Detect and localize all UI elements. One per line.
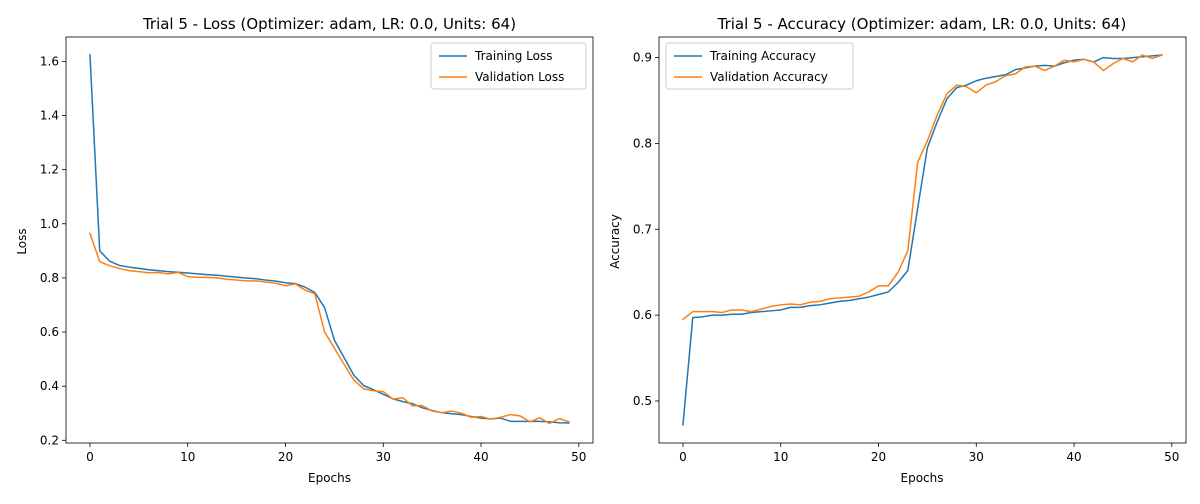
- loss-y-tick-label: 1.4: [40, 108, 59, 122]
- accuracy-x-tick-label: 40: [1066, 450, 1081, 464]
- accuracy-legend: Training Accuracy Validation Accuracy: [665, 42, 854, 90]
- accuracy-series-lines: [682, 54, 1163, 426]
- accuracy-x-tick-label: 30: [969, 450, 984, 464]
- loss-x-tick-label: 30: [376, 450, 391, 464]
- loss-chart: Trial 5 - Loss (Optimizer: adam, LR: 0.0…: [15, 15, 594, 485]
- loss-y-axis-label: Loss: [15, 228, 29, 254]
- loss-x-axis-label: Epochs: [308, 471, 351, 485]
- accuracy-y-tick-label: 0.9: [633, 51, 652, 65]
- accuracy-series-validation-line: [682, 54, 1163, 321]
- loss-plot-frame: [65, 36, 594, 444]
- loss-x-tick-label: 50: [571, 450, 586, 464]
- loss-series-lines: [89, 53, 570, 425]
- accuracy-x-tick-label: 10: [773, 450, 788, 464]
- loss-ticks: 0 10 20 30 40 50 0.2 0.4 0.6 0.8 1.0 1.2 1.4 1.6: [40, 54, 587, 464]
- accuracy-y-axis-label: Accuracy: [608, 214, 622, 269]
- loss-y-tick-label: 1.2: [40, 163, 59, 177]
- accuracy-y-tick-label: 0.7: [633, 222, 652, 236]
- loss-y-tick-label: 1.6: [40, 54, 59, 68]
- accuracy-legend-box: [665, 42, 854, 90]
- accuracy-x-axis-label: Epochs: [901, 471, 944, 485]
- loss-series-validation-line: [89, 232, 570, 425]
- accuracy-y-tick-label: 0.6: [633, 308, 652, 322]
- loss-y-tick-label: 0.2: [40, 433, 59, 447]
- accuracy-legend-label: Validation Accuracy: [710, 70, 828, 84]
- loss-chart-title: Trial 5 - Loss (Optimizer: adam, LR: 0.0…: [142, 15, 516, 33]
- accuracy-x-tick-label: 50: [1164, 450, 1179, 464]
- loss-x-tick-label: 20: [278, 450, 293, 464]
- loss-x-tick-label: 40: [473, 450, 488, 464]
- loss-legend-label: Training Loss: [474, 49, 552, 63]
- loss-x-tick-label: 0: [86, 450, 94, 464]
- loss-y-tick-label: 0.8: [40, 271, 59, 285]
- loss-y-tick-label: 0.4: [40, 379, 59, 393]
- accuracy-x-tick-label: 20: [871, 450, 886, 464]
- accuracy-plot-frame: [658, 36, 1187, 444]
- loss-legend: Training Loss Validation Loss: [430, 42, 587, 90]
- loss-legend-label: Validation Loss: [475, 70, 564, 84]
- accuracy-x-tick-label: 0: [679, 450, 687, 464]
- accuracy-chart-title: Trial 5 - Accuracy (Optimizer: adam, LR:…: [717, 15, 1127, 33]
- accuracy-y-tick-label: 0.8: [633, 136, 652, 150]
- loss-y-tick-label: 0.6: [40, 325, 59, 339]
- accuracy-ticks: 0 10 20 30 40 50 0.5 0.6 0.7 0.8 0.9: [633, 51, 1180, 464]
- accuracy-y-tick-label: 0.5: [633, 394, 652, 408]
- loss-x-tick-label: 10: [180, 450, 195, 464]
- accuracy-legend-label: Training Accuracy: [709, 49, 816, 63]
- loss-y-tick-label: 1.0: [40, 217, 59, 231]
- accuracy-chart: Trial 5 - Accuracy (Optimizer: adam, LR:…: [608, 15, 1187, 485]
- loss-legend-box: [430, 42, 587, 90]
